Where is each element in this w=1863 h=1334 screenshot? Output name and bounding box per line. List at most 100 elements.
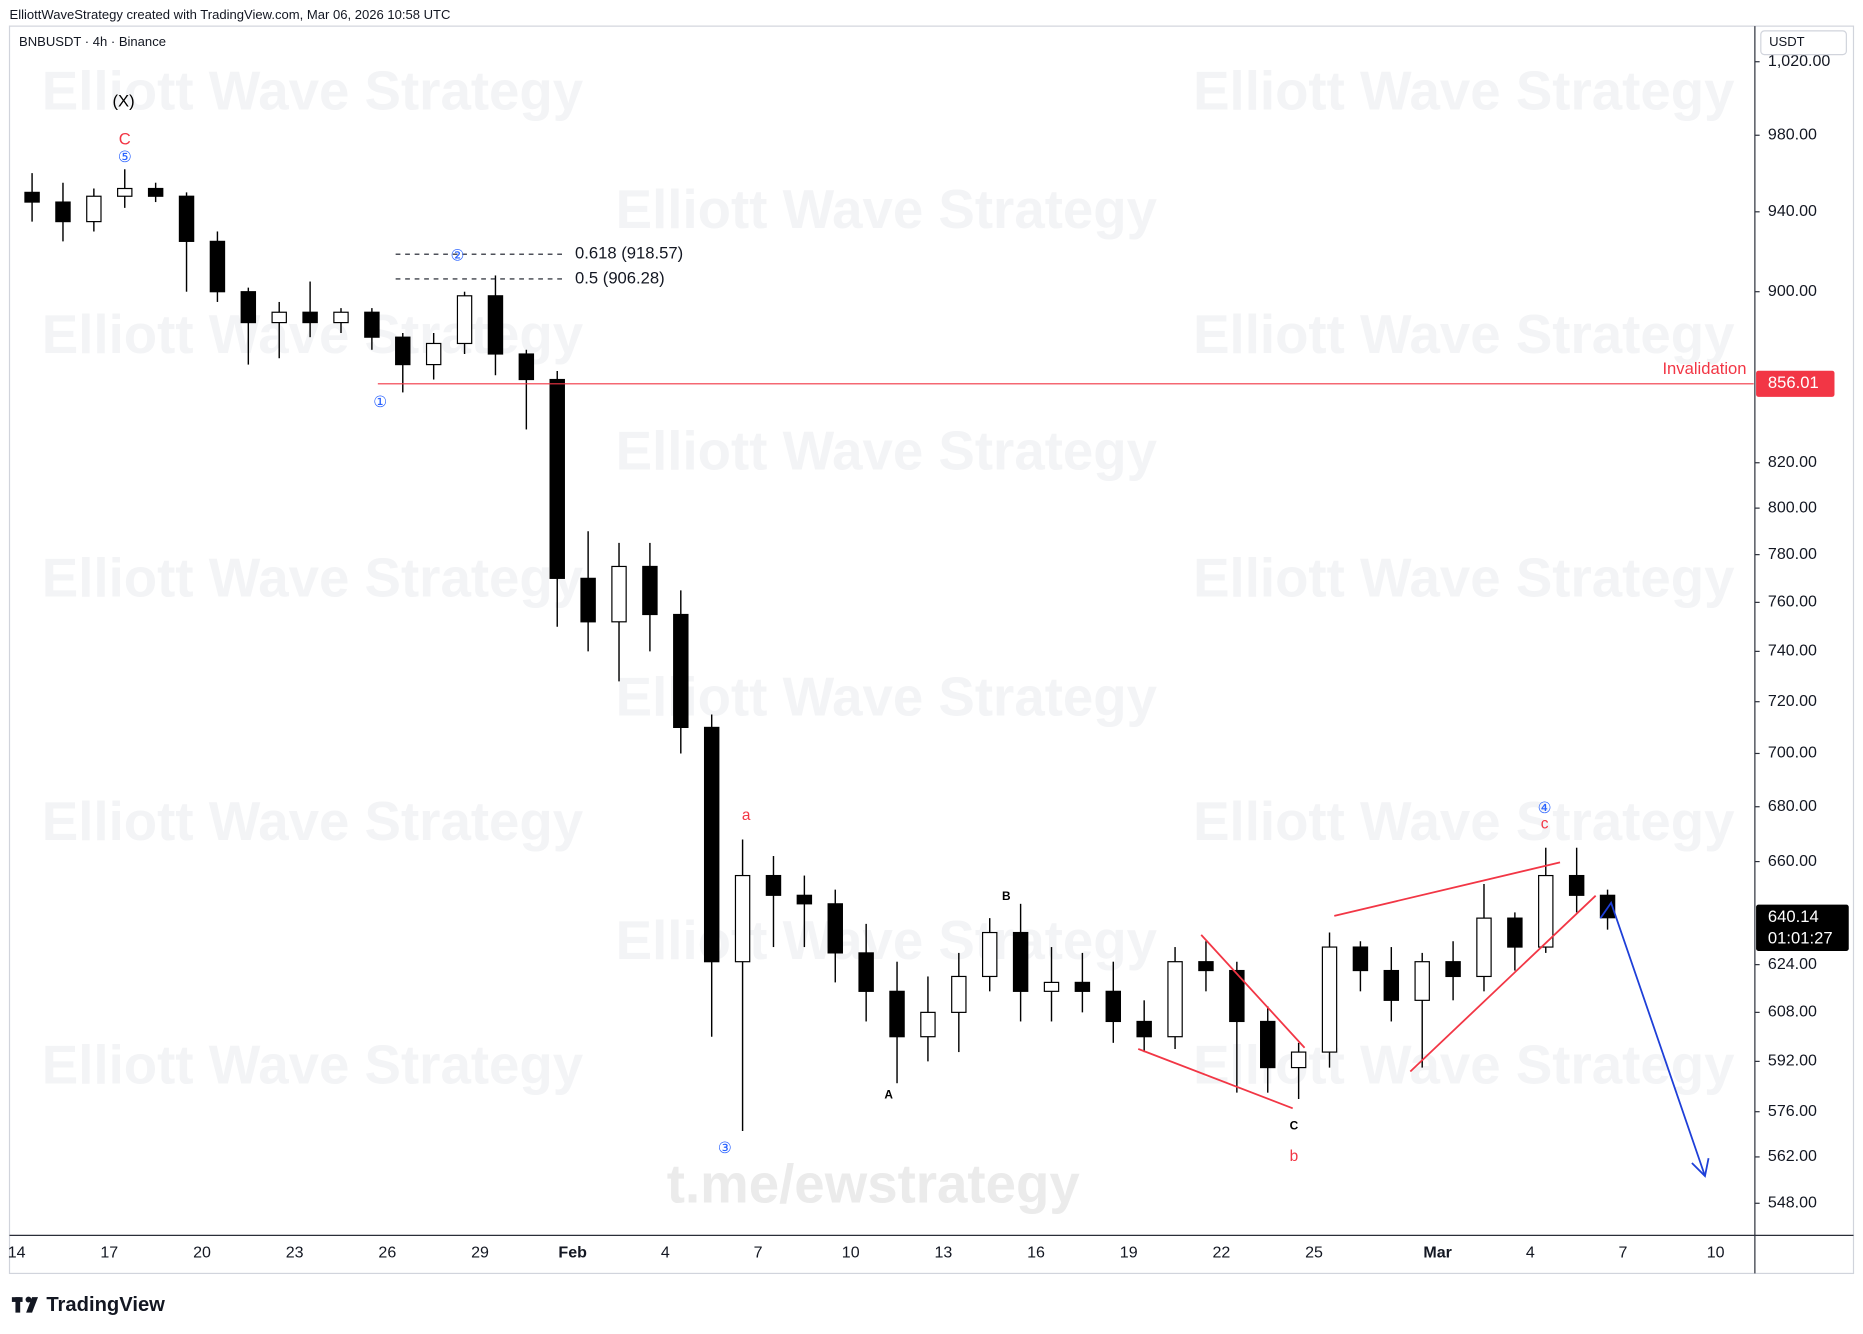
x-tick-label: 4 (1526, 1243, 1535, 1261)
wave-label: C (119, 130, 131, 149)
fib-label: 0.5 (906.28) (575, 268, 665, 287)
candle-body (981, 931, 998, 978)
candle-body (1012, 931, 1029, 992)
y-tick-label: 700.00 (1768, 744, 1817, 762)
candle-body (147, 187, 164, 197)
candle-body (333, 311, 349, 324)
currency-box (1760, 30, 1847, 56)
plot (24, 169, 1754, 1131)
y-tick-label: 820.00 (1768, 453, 1817, 471)
watermark: Elliott Wave Strategy (42, 791, 584, 852)
wave-label: ④ (1538, 800, 1552, 817)
wave-label: B (1002, 889, 1011, 903)
watermark: Elliott Wave Strategy (616, 179, 1158, 240)
candle-body (86, 195, 102, 223)
y-tick-label: 940.00 (1768, 202, 1817, 220)
logo-part (26, 1297, 39, 1313)
watermark: Elliott Wave Strategy (42, 60, 584, 121)
y-tick-label: 800.00 (1768, 498, 1817, 516)
y-tick-label: 608.00 (1768, 1003, 1817, 1021)
watermark: Elliott Wave Strategy (1193, 1035, 1735, 1096)
invalidation-tag-label: 856.01 (1768, 373, 1819, 392)
y-tick-label: 720.00 (1768, 692, 1817, 710)
x-tick-label: 7 (754, 1243, 763, 1261)
x-tick-label: 14 (8, 1243, 26, 1261)
candle-body (302, 311, 318, 324)
candle-body (1136, 1020, 1152, 1038)
candle-body (395, 336, 411, 366)
wave-label: ① (373, 394, 387, 411)
x-tick-label: 7 (1619, 1243, 1628, 1261)
candle-body (24, 191, 40, 203)
candle-body (425, 342, 442, 366)
wave-label: A (884, 1087, 893, 1101)
projection-path (1599, 900, 1706, 1177)
symbol-title: BNBUSDT · 4h · Binance (19, 34, 166, 49)
trendline (1334, 861, 1561, 917)
credit: ElliottWaveStrategy created with Trading… (10, 7, 451, 22)
x-tick-label: 25 (1305, 1243, 1323, 1261)
watermark: Elliott Wave Strategy (1193, 304, 1735, 365)
wave-label: ⑤ (118, 149, 132, 166)
trendline (1409, 895, 1597, 1073)
x-tick-label: 4 (661, 1243, 670, 1261)
x-tick-label: 17 (100, 1243, 118, 1261)
candle-body (673, 613, 689, 729)
wave-label: b (1290, 1148, 1299, 1165)
x-tick-label: 10 (1707, 1243, 1725, 1261)
candle-body (580, 577, 596, 623)
x-tick-label: 13 (934, 1243, 952, 1261)
candle-body (55, 201, 71, 223)
projection-arrowhead (1691, 1158, 1710, 1178)
candle-body (117, 187, 133, 197)
y-tick-label: 592.00 (1768, 1052, 1817, 1070)
candle-body (734, 874, 751, 963)
candle-body (703, 726, 720, 963)
candle-body (487, 295, 504, 355)
watermark: Elliott Wave Strategy (1193, 791, 1735, 852)
candle-body (456, 295, 473, 345)
x-tick-label: 16 (1027, 1243, 1045, 1261)
y-tick-label: 900.00 (1768, 282, 1817, 300)
candle-body (1383, 969, 1400, 1001)
y-tick-label: 624.00 (1768, 955, 1817, 973)
watermark: Elliott Wave Strategy (42, 1035, 584, 1096)
y-tick-label: 980.00 (1768, 125, 1817, 143)
brand-logo (11, 1296, 39, 1313)
candle-body (1321, 946, 1338, 1053)
candle-body (765, 874, 782, 896)
watermark: Elliott Wave Strategy (616, 910, 1158, 971)
candle-body (951, 975, 967, 1013)
watermark: Elliott Wave Strategy (616, 666, 1158, 727)
candle-body (178, 195, 195, 242)
candle-body (1198, 961, 1214, 972)
wave-label: a (742, 807, 751, 824)
y-tick-label: 562.00 (1768, 1147, 1817, 1165)
x-tick-label: 10 (842, 1243, 860, 1261)
invalidation-tag (1756, 370, 1835, 397)
x-tick-label: 23 (286, 1243, 304, 1261)
candle-body (1476, 917, 1492, 978)
x-tick-label: Feb (558, 1243, 587, 1261)
countdown-label: 01:01:27 (1768, 928, 1833, 947)
x-tick-label: 22 (1212, 1243, 1230, 1261)
frame (8, 25, 1855, 1275)
candle-body (1074, 981, 1091, 992)
wave-label: (X) (112, 92, 134, 111)
y-tick-label: 680.00 (1768, 797, 1817, 815)
candle-body (1043, 981, 1060, 992)
candle-body (1167, 961, 1183, 1038)
y-tick-label: 660.00 (1768, 852, 1817, 870)
candle-body (611, 565, 627, 623)
candle-body (920, 1011, 936, 1038)
x-tick-label: 20 (193, 1243, 211, 1261)
x-tick-label: Mar (1423, 1243, 1451, 1261)
candle-body (209, 240, 226, 293)
y-tick-label: 1,020.00 (1768, 52, 1830, 70)
y-tick-label: 576.00 (1768, 1102, 1817, 1120)
candle-body (364, 311, 380, 338)
candle-body (1105, 990, 1122, 1023)
watermark: Elliott Wave Strategy (1193, 548, 1735, 609)
x-tick-label: 19 (1120, 1243, 1138, 1261)
